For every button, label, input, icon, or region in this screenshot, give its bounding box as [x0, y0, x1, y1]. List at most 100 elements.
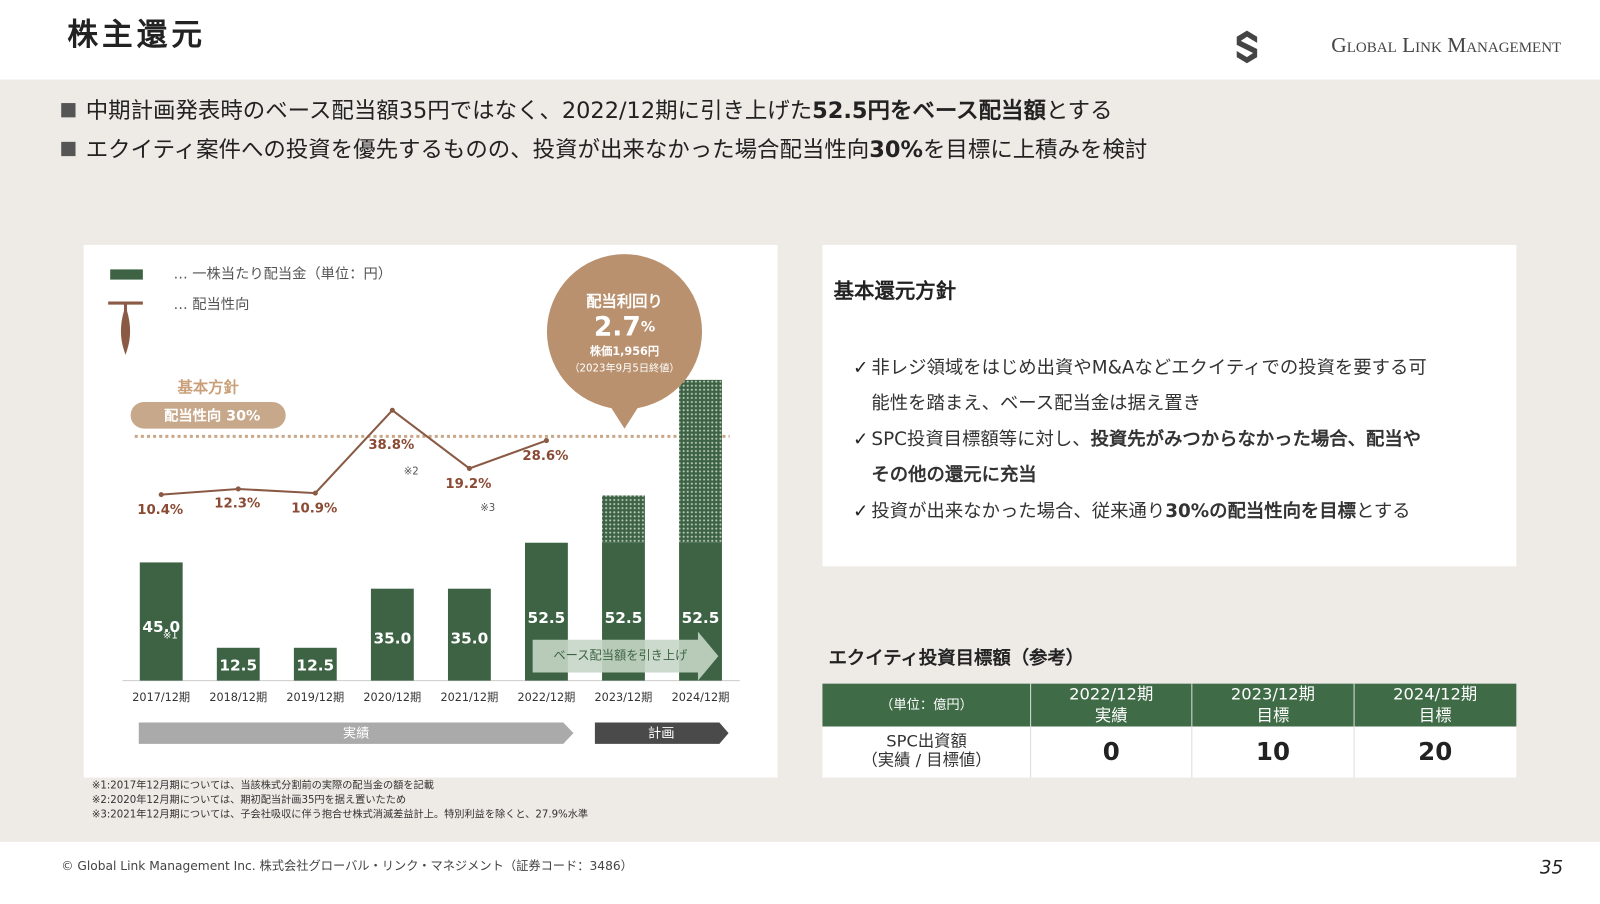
bar-label: 12.5 [219, 656, 257, 674]
legend-line [108, 301, 143, 355]
table-title: エクイティ投資目標額（参考） [829, 647, 1085, 669]
raise-label: ベース配当額を引き上げ [553, 649, 687, 663]
bubble [608, 403, 641, 429]
page-number: 35 [1540, 857, 1563, 878]
x-tick-label: 2022/12期 [518, 691, 576, 704]
bullet-part: 中期計画発表時のベース配当額35円ではなく、2022/12期に引き上げた [86, 98, 812, 124]
note-mark: ※3 [480, 503, 495, 514]
reference-title: 基本方針 [177, 378, 240, 396]
table-header-label: 2024/12期 [1393, 684, 1477, 703]
table-header-label: 目標 [1419, 706, 1452, 725]
policy-line-part: 非レジ領域をはじめ出資やM&Aなどエクイティでの投資を要する可 [871, 357, 1426, 378]
bullet-square [61, 141, 76, 157]
x-tick-label: 2019/12期 [286, 691, 344, 704]
table-header-label: 2023/12期 [1231, 684, 1315, 703]
reference-pill [130, 402, 286, 429]
policy-line: その他の還元に充当 [871, 464, 1036, 486]
footnote: ※2:2020年12月期については、期初配当計画35円を据え置いたため [92, 793, 406, 806]
bar-label: 45.0 [142, 618, 180, 636]
note-mark: ※1 [163, 631, 178, 642]
policy-line: 能性を踏まえ、ベース配当金は据え置き [871, 393, 1201, 414]
line-label: 10.9% [291, 501, 337, 516]
bar-label: 35.0 [373, 630, 411, 648]
line-label: 12.3% [214, 496, 260, 511]
bubble-unit: % [641, 320, 655, 336]
policy-panel [822, 244, 1517, 567]
legend-label: … 一株当たり配当金（単位：円） [173, 265, 392, 282]
phase-arrow [594, 722, 729, 744]
policy-line-part: 能性を踏まえ、ベース配当金は据え置き [871, 393, 1201, 414]
table-value: 20 [1418, 737, 1452, 766]
policy-line-part: 30%の配当性向を目標 [1165, 500, 1356, 522]
bullet-part: エクイティ案件への投資を優先するものの、投資が出来なかった場合配当性向 [86, 137, 870, 163]
bubble-price: 株価1,956円 [590, 344, 659, 358]
legend-label: … 配当性向 [173, 296, 249, 313]
bar-label: 12.5 [296, 656, 334, 674]
bar-label: 52.5 [682, 609, 720, 627]
line-point [389, 407, 395, 413]
table-header-label: （単位：億円） [880, 697, 973, 713]
phase-arrow [138, 722, 574, 744]
check-mark: ✓ [853, 357, 868, 378]
note-mark: ※2 [404, 466, 419, 477]
table-header-label: 実績 [1095, 706, 1128, 725]
bar [216, 647, 260, 681]
bullet: 中期計画発表時のベース配当額35円ではなく、2022/12期に引き上げた52.5… [86, 97, 1113, 124]
line-label: 38.8% [368, 438, 414, 453]
policy-line-part: 投資先がみつからなかった場合、配当や [1091, 428, 1421, 450]
bubble [546, 254, 703, 410]
policy-line: 非レジ領域をはじめ出資やM&Aなどエクイティでの投資を要する可 [871, 357, 1426, 378]
title: 株主還元 [67, 18, 206, 53]
footnote: ※3:2021年12月期については、子会社吸収に伴う抱合せ株式消滅差益計上。特別… [92, 807, 588, 820]
footnote: ※1:2017年12月期については、当該株式分割前の実際の配当金の額を記載 [92, 779, 434, 792]
x-tick-label: 2023/12期 [595, 691, 653, 704]
x-tick-label: 2024/12期 [672, 691, 730, 704]
logo-icon [1236, 30, 1258, 64]
table-row-label: （実績 / 目標値） [861, 751, 991, 770]
line-point [312, 490, 318, 496]
table-row [822, 726, 1517, 778]
policy-line: SPC投資目標額等に対し、投資先がみつからなかった場合、配当や [871, 428, 1421, 450]
raise-arrow [532, 631, 719, 681]
legend-bar [110, 269, 143, 280]
table-value: 10 [1256, 737, 1290, 766]
line [161, 408, 547, 496]
bubble-number: 2.7 [594, 311, 641, 342]
policy-line-part: 投資が出来なかった場合、従来通り [871, 501, 1165, 522]
line-label: 19.2% [445, 477, 491, 492]
table-header [822, 683, 1517, 727]
bubble-date: （2023年9月5日終値） [569, 361, 679, 374]
bubble-title: 配当利回り [586, 293, 663, 311]
check-mark: ✓ [853, 429, 868, 450]
check-mark: ✓ [853, 501, 868, 522]
copyright: © Global Link Management Inc. 株式会社グローバル・… [61, 858, 633, 873]
bar [447, 588, 491, 681]
policy-line-part: SPC投資目標額等に対し、 [871, 429, 1090, 450]
phase-label: 実績 [343, 726, 370, 742]
x-tick-label: 2020/12期 [363, 691, 421, 704]
table-row-label: SPC出資額 [886, 731, 967, 750]
x-tick-label: 2018/12期 [209, 691, 267, 704]
reference-label: 配当性向 30% [164, 406, 260, 424]
bar [679, 379, 722, 543]
x-tick-label: 2021/12期 [440, 691, 498, 704]
bar-label: 52.5 [528, 609, 566, 627]
line-point [235, 486, 241, 492]
bullet-square [61, 103, 76, 118]
line-label: 10.4% [137, 503, 183, 518]
policy-line-part: とする [1356, 501, 1411, 522]
line-label: 28.6% [522, 449, 568, 464]
bullet-part: とする [1046, 98, 1113, 124]
bar [602, 495, 645, 543]
bar-label: 52.5 [605, 609, 643, 627]
bar [139, 562, 183, 681]
bullet: エクイティ案件への投資を優先するものの、投資が出来なかった場合配当性向30%を目… [86, 137, 1148, 163]
policy-title: 基本還元方針 [834, 279, 956, 303]
policy-line: 投資が出来なかった場合、従来通り30%の配当性向を目標とする [871, 500, 1410, 522]
bullet-part: 52.5円をベース配当額 [812, 97, 1046, 124]
policy-line-part: その他の還元に充当 [871, 464, 1036, 486]
bubble-value: 2.7% [594, 311, 655, 342]
line-point [543, 438, 549, 444]
